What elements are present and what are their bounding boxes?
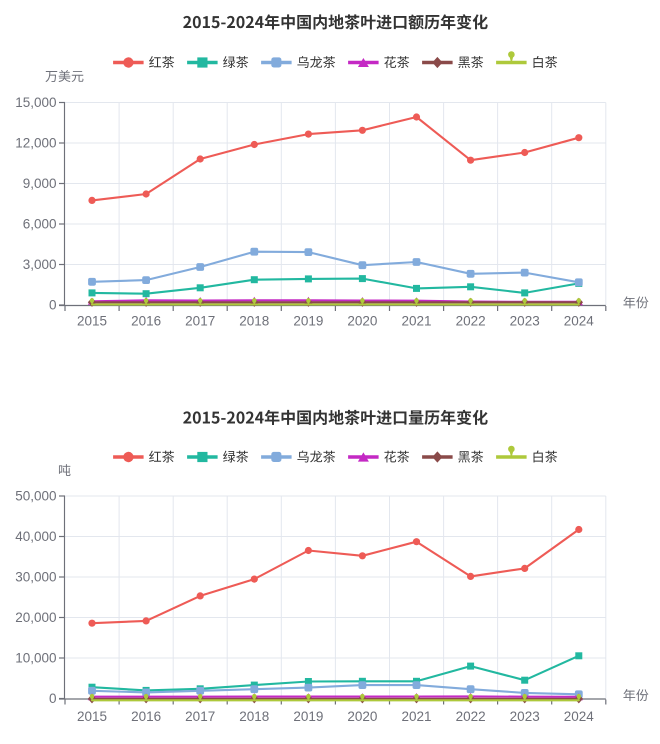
svg-text:15,000: 15,000	[15, 95, 56, 110]
svg-text:12,000: 12,000	[15, 136, 56, 151]
svg-text:2021: 2021	[401, 709, 431, 724]
svg-text:2017: 2017	[185, 709, 215, 724]
svg-text:2020: 2020	[347, 709, 377, 724]
svg-text:2022: 2022	[456, 709, 486, 724]
svg-text:2019: 2019	[293, 314, 323, 329]
svg-text:2019: 2019	[293, 709, 323, 724]
svg-text:2015: 2015	[77, 709, 107, 724]
svg-text:2022: 2022	[456, 314, 486, 329]
svg-text:20,000: 20,000	[15, 610, 56, 625]
svg-text:0: 0	[49, 298, 57, 313]
svg-text:3,000: 3,000	[23, 257, 57, 272]
svg-text:9,000: 9,000	[23, 176, 57, 191]
svg-text:2016: 2016	[131, 314, 161, 329]
svg-text:2021: 2021	[401, 314, 431, 329]
svg-text:2018: 2018	[239, 314, 269, 329]
svg-text:2017: 2017	[185, 314, 215, 329]
svg-text:2015: 2015	[77, 314, 107, 329]
svg-text:40,000: 40,000	[15, 529, 56, 544]
svg-text:2024: 2024	[564, 709, 595, 724]
svg-text:2016: 2016	[131, 709, 161, 724]
svg-text:2023: 2023	[510, 709, 540, 724]
svg-text:10,000: 10,000	[15, 651, 56, 666]
svg-text:2023: 2023	[510, 314, 540, 329]
svg-text:50,000: 50,000	[15, 489, 56, 504]
svg-text:30,000: 30,000	[15, 570, 56, 585]
svg-text:2020: 2020	[347, 314, 377, 329]
svg-text:0: 0	[49, 691, 57, 706]
svg-text:2024: 2024	[564, 314, 595, 329]
svg-text:2018: 2018	[239, 709, 269, 724]
svg-text:6,000: 6,000	[23, 217, 57, 232]
